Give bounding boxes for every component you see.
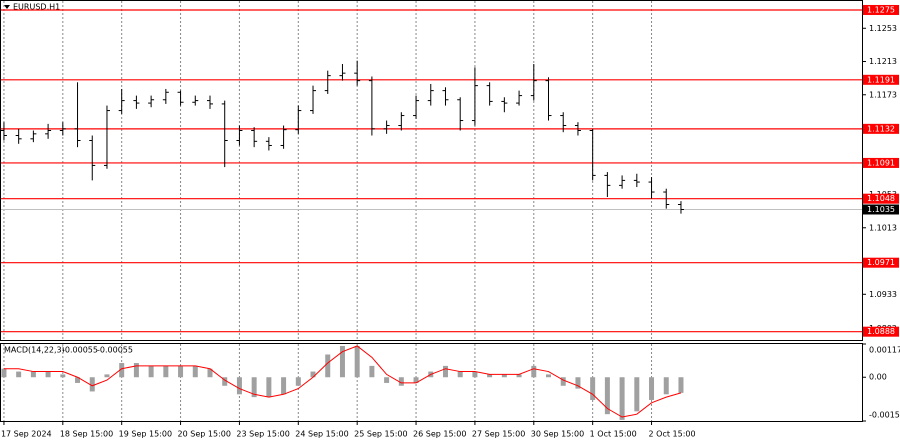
y-tick-label: 1.0933 xyxy=(869,290,897,299)
macd-bar xyxy=(178,365,184,378)
macd-bar xyxy=(60,374,66,378)
macd-bar xyxy=(634,377,640,412)
x-tick-label: 20 Sep 15:00 xyxy=(178,430,231,439)
macd-bar xyxy=(339,345,345,378)
level-label-box xyxy=(863,326,899,337)
x-tick-label: 1 Oct 15:00 xyxy=(590,430,637,439)
level-label: 1.1132 xyxy=(867,124,895,133)
level-label: 1.1048 xyxy=(867,194,895,203)
current-price-label: 1.1035 xyxy=(867,205,895,214)
macd-bar xyxy=(384,377,390,383)
macd-y-tick-label: 0.00 xyxy=(869,373,887,382)
macd-bar xyxy=(442,365,448,378)
macd-bar xyxy=(531,365,537,378)
macd-bar xyxy=(148,365,154,378)
macd-bar xyxy=(663,377,669,395)
y-tick-label: 1.1213 xyxy=(869,57,897,66)
x-tick-label: 17 Sep 2024 xyxy=(1,430,52,439)
macd-bar xyxy=(89,377,95,392)
macd-bar xyxy=(501,374,507,378)
y-tick-label: 1.1173 xyxy=(869,90,897,99)
macd-bar xyxy=(281,377,287,395)
macd-bar xyxy=(75,377,81,383)
level-label: 1.1091 xyxy=(867,158,895,167)
macd-pane xyxy=(0,343,863,422)
macd-bar xyxy=(45,371,51,378)
macd-bar xyxy=(472,371,478,378)
level-label-box xyxy=(863,193,899,204)
macd-bar xyxy=(413,377,419,383)
macd-bar xyxy=(398,377,404,386)
level-label: 1.1275 xyxy=(867,5,895,14)
symbol-arrow xyxy=(4,5,10,9)
main-pane xyxy=(0,0,863,341)
macd-bar xyxy=(560,377,566,386)
level-label-box xyxy=(863,257,899,268)
x-tick-label: 27 Sep 15:00 xyxy=(472,430,525,439)
y-tick-label: 1.1253 xyxy=(869,24,897,33)
macd-bar xyxy=(266,377,272,398)
level-label-box xyxy=(863,74,899,85)
current-price-box xyxy=(863,204,899,215)
macd-bar xyxy=(369,365,375,378)
macd-bar xyxy=(487,374,493,378)
macd-bar xyxy=(236,377,242,395)
level-label-box xyxy=(863,123,899,134)
level-label: 1.0971 xyxy=(867,258,895,267)
macd-bar xyxy=(222,377,228,386)
x-tick-label: 18 Sep 15:00 xyxy=(60,430,113,439)
macd-bar xyxy=(104,374,110,378)
macd-bar xyxy=(354,345,360,378)
y-tick-label: 1.1013 xyxy=(869,223,897,232)
x-tick-label: 24 Sep 15:00 xyxy=(295,430,348,439)
x-tick-label: 26 Sep 15:00 xyxy=(413,430,466,439)
macd-signal-line xyxy=(3,345,682,418)
x-tick-label: 19 Sep 15:00 xyxy=(119,430,172,439)
macd-bar xyxy=(30,371,36,378)
macd-bar xyxy=(207,368,213,378)
macd-y-tick-label: -0.00154 xyxy=(869,411,900,420)
x-tick-label: 23 Sep 15:00 xyxy=(236,430,289,439)
level-label-box xyxy=(863,4,899,15)
macd-y-tick-label: 0.00117 xyxy=(869,346,900,355)
macd-bar xyxy=(678,377,684,393)
macd-bar xyxy=(310,371,316,378)
macd-bar xyxy=(590,377,596,400)
x-tick-label: 30 Sep 15:00 xyxy=(531,430,584,439)
macd-bar xyxy=(295,377,301,386)
level-label-box xyxy=(863,157,899,168)
x-tick-label: 25 Sep 15:00 xyxy=(354,430,407,439)
macd-bar xyxy=(516,374,522,378)
macd-label: MACD(14,22,3) xyxy=(4,346,65,355)
macd-bar xyxy=(192,365,198,378)
macd-main-value: -0.00055 xyxy=(62,346,98,355)
level-label: 1.0888 xyxy=(867,327,895,336)
chart-title: EURUSD,H1 xyxy=(13,3,60,12)
macd-bar xyxy=(16,371,22,378)
macd-bar xyxy=(575,377,581,389)
macd-bar xyxy=(546,374,552,378)
macd-bar xyxy=(1,368,7,378)
macd-signal-value: -0.00055 xyxy=(97,346,133,355)
macd-bar xyxy=(325,354,331,378)
macd-bar xyxy=(251,377,257,398)
x-tick-label: 2 Oct 15:00 xyxy=(649,430,696,439)
macd-bar xyxy=(163,365,169,378)
macd-bar xyxy=(649,377,655,400)
macd-bar xyxy=(619,377,625,420)
level-label: 1.1191 xyxy=(867,75,895,84)
macd-bar xyxy=(119,363,125,378)
macd-bar xyxy=(133,363,139,378)
macd-bar xyxy=(604,377,610,415)
macd-bar xyxy=(457,371,463,378)
